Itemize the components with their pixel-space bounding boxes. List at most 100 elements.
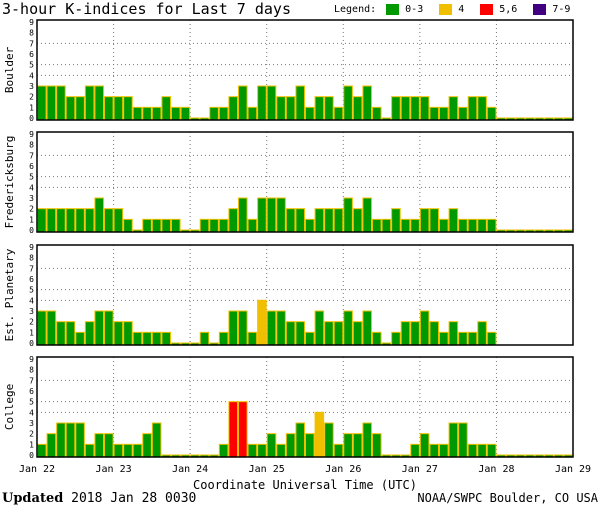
k-index-bar: [362, 310, 372, 346]
y-tick-label: 6: [29, 275, 34, 284]
y-tick-label: 5: [29, 173, 34, 182]
k-index-bar: [56, 422, 66, 458]
k-index-bar: [305, 433, 315, 458]
x-tick-label: Jan 26: [325, 464, 361, 475]
k-index-bar: [247, 443, 258, 458]
k-index-bar: [257, 85, 267, 121]
k-index-bar: [113, 208, 124, 233]
k-index-bar: [410, 321, 420, 346]
k-index-bar: [84, 208, 95, 233]
k-index-bar: [94, 197, 105, 233]
x-tick-label: Jan 27: [402, 464, 438, 475]
k-index-bar: [37, 85, 47, 121]
k-index-bar: [343, 310, 353, 346]
panel-label-fredericksburg: Fredericksburg: [3, 136, 16, 229]
y-tick-label: 2: [29, 93, 34, 102]
y-tick-label: 6: [29, 162, 34, 171]
k-index-bar: [84, 321, 95, 346]
legend-item-label: 5,6: [499, 4, 518, 15]
k-index-bar: [458, 331, 468, 346]
y-tick-label: 6: [29, 387, 34, 396]
updated-label: Updated: [2, 491, 64, 506]
k-index-bar: [295, 321, 305, 346]
legend-item-label: 7-9: [552, 4, 571, 15]
k-index-bar: [94, 433, 105, 458]
k-index-bar: [486, 106, 497, 121]
y-tick-label: 1: [29, 440, 34, 449]
k-index-bar: [333, 208, 344, 233]
k-index-bar: [467, 443, 478, 458]
k-index-bar: [65, 96, 76, 121]
k-index-bar: [94, 85, 105, 121]
k-index-bar: [439, 331, 449, 346]
k-index-bar: [477, 96, 487, 121]
k-index-bar: [305, 106, 315, 121]
k-index-bar: [228, 96, 239, 121]
x-tick-label: Jan 24: [172, 464, 208, 475]
k-index-bar: [113, 443, 124, 458]
legend-item-label: 0-3: [405, 4, 424, 15]
k-index-bar: [439, 443, 449, 458]
k-index-bar: [238, 310, 248, 346]
k-index-bar: [171, 218, 181, 233]
panel-label-est-planetary: Est. Planetary: [3, 248, 16, 341]
y-tick-label: 0: [29, 451, 34, 460]
legend-swatch: [480, 4, 494, 15]
k-index-bar: [123, 218, 133, 233]
k-index-bar: [142, 218, 152, 233]
k-index-bar: [333, 443, 344, 458]
y-tick-label: 3: [29, 194, 34, 203]
k-index-bar: [199, 331, 210, 346]
k-index-bar: [486, 443, 497, 458]
k-index-bar: [37, 208, 47, 233]
k-index-bar: [314, 96, 325, 121]
k-index-bar: [151, 106, 162, 121]
k-index-bar: [429, 106, 439, 121]
y-tick-label: 7: [29, 39, 34, 48]
k-index-bar: [400, 96, 411, 121]
chart-title: 3-hour K-indices for Last 7 days: [2, 0, 291, 18]
k-index-bar: [362, 422, 372, 458]
k-index-bar: [352, 321, 363, 346]
y-tick-label: 4: [29, 408, 34, 417]
k-index-bar: [285, 433, 296, 458]
k-index-bar: [228, 208, 239, 233]
k-index-bar: [238, 401, 248, 458]
k-index-bar: [46, 310, 57, 346]
k-index-bar: [410, 443, 420, 458]
k-index-bar: [314, 208, 325, 233]
k-index-bar: [305, 218, 315, 233]
legend-item-4: 4: [439, 4, 464, 15]
k-index-bar: [324, 321, 334, 346]
k-index-bar: [247, 106, 258, 121]
updated-value: 2018 Jan 28 0030: [71, 491, 197, 506]
y-tick-label: 9: [29, 355, 34, 364]
k-index-bar: [257, 443, 267, 458]
k-index-bar: [372, 218, 382, 233]
y-tick-label: 5: [29, 286, 34, 295]
legend-item-label: 4: [458, 4, 465, 15]
k-index-bar: [266, 197, 277, 233]
y-tick-label: 4: [29, 71, 34, 80]
k-index-bar: [142, 433, 152, 458]
legend: Legend: 0-3 4 5,6 7-9: [334, 4, 586, 15]
k-index-bar: [228, 401, 239, 458]
y-tick-label: 0: [29, 339, 34, 348]
k-index-bar: [419, 310, 430, 346]
y-tick-label: 8: [29, 141, 34, 150]
k-index-bar: [381, 218, 392, 233]
k-index-bar: [362, 85, 372, 121]
k-index-bar: [151, 422, 162, 458]
k-index-bar: [352, 208, 363, 233]
y-tick-label: 3: [29, 419, 34, 428]
k-index-bar: [218, 218, 229, 233]
k-index-bar: [343, 433, 353, 458]
k-index-bar: [314, 310, 325, 346]
k-index-bar: [419, 96, 430, 121]
k-index-bar: [343, 85, 353, 121]
x-tick-label: Jan 28: [478, 464, 514, 475]
k-index-bar: [362, 197, 372, 233]
y-tick-label: 7: [29, 151, 34, 160]
y-tick-label: 4: [29, 296, 34, 305]
y-tick-label: 0: [29, 226, 34, 235]
